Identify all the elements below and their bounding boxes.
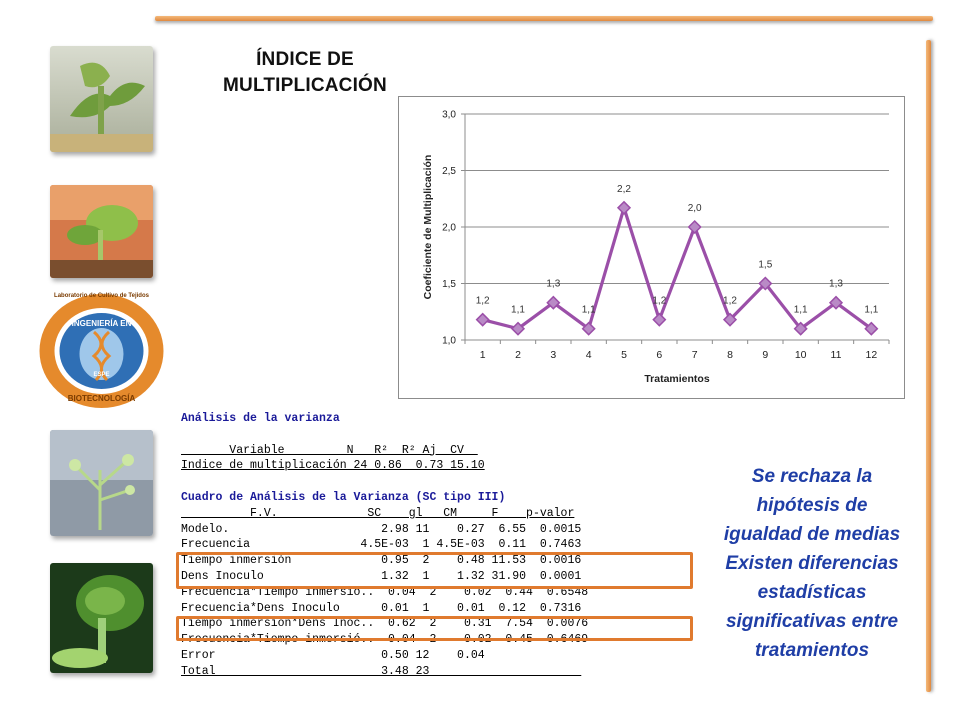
data-point — [828, 295, 844, 310]
data-label: 2,0 — [688, 203, 702, 214]
anova-table1-row: Indice de multiplicación 24 0.86 0.73 15… — [181, 459, 485, 473]
data-point — [652, 312, 667, 327]
logo-text-small: ESPE — [93, 372, 110, 378]
chart-svg: 1,01,52,02,53,01 2 3 4 5 6 7 8 9 10 11 12Tratamient… — [422, 110, 890, 385]
y-axis-title: Coeficiente de Multiplicación — [422, 155, 434, 300]
data-point — [581, 321, 596, 336]
anova-row-modelo: Modelo. 2.98 11 0.27 6.55 0.0015 — [181, 522, 582, 536]
x-axis-title: Tratamientos — [644, 373, 710, 385]
y-tick-label: 1,5 — [442, 279, 456, 290]
right-accent-rule — [926, 40, 931, 692]
anova-row-tiempo-inmersion: Tiempo inmersión 0.95 2 0.48 11.53 0.001… — [181, 554, 582, 568]
data-point — [616, 200, 632, 215]
anova-row-dens-inoculo: Dens Inoculo 1.32 1 1.32 31.90 0.0001 — [181, 569, 582, 583]
x-tick-label: 4 — [586, 349, 592, 361]
data-point — [793, 321, 808, 336]
x-tick-label: 2 — [515, 349, 521, 361]
page-title: ÍNDICE DE MULTIPLICACIÓN — [205, 47, 405, 99]
logo-text-mid: INGENIERÍA EN — [71, 319, 132, 328]
logo-text-bottom: BIOTECNOLOGÍA — [67, 394, 136, 403]
logo-text-top: Laboratorio de Cultivo de Tejidos — [54, 293, 149, 299]
x-tick-label: 3 — [550, 349, 556, 361]
plant-photo-2 — [50, 185, 153, 278]
y-tick-label: 1,0 — [442, 336, 456, 347]
anova-row-error: Error 0.50 12 0.04 — [181, 648, 582, 662]
x-tick-label: 9 — [762, 349, 768, 361]
data-label: 1,3 — [829, 279, 843, 290]
y-tick-label: 2,5 — [442, 166, 456, 177]
x-tick-label: 7 — [692, 349, 698, 361]
data-label: 1,1 — [864, 305, 878, 316]
y-tick-label: 3,0 — [442, 110, 456, 121]
conclusion-line: igualdad de medias — [723, 524, 901, 545]
x-tick-label: 6 — [656, 349, 662, 361]
conclusion-line: significativas entre — [725, 611, 899, 632]
series-line — [482, 206, 873, 331]
anova-row-tiempo-dens: Tiempo inmersión*Dens Inoc.. 0.62 2 0.31… — [181, 617, 589, 631]
anova-row-frec-tiempo: Frecuencia*Tiempo inmersió.. 0.04 2 0.02… — [181, 585, 589, 599]
plant-photo-4 — [50, 563, 153, 673]
conclusion-text: Se rechaza la hipótesis de igualdad de m… — [706, 462, 918, 665]
anova-row-frec-tiempo-2: Frecuencia*Tiempo inmersió.. 0.04 2 0.02… — [181, 633, 589, 647]
data-label: 1,2 — [723, 296, 737, 307]
anova-title: Análisis de la varianza — [181, 412, 340, 425]
data-label: 1,1 — [511, 305, 525, 316]
conclusion-line: hipótesis de — [756, 495, 868, 516]
y-tick-label: 2,0 — [442, 223, 456, 234]
x-tick-label: 8 — [727, 349, 733, 361]
anova-row-frec-dens: Frecuencia*Dens Inoculo 0.01 1 0.01 0.12… — [181, 601, 582, 615]
anova-table2-header: F.V. SC gl CM F p-valor — [181, 506, 575, 520]
plant-photo-3 — [50, 430, 153, 536]
data-label: 2,2 — [617, 184, 631, 195]
data-label: 1,1 — [582, 305, 596, 316]
x-tick-label: 1 — [480, 349, 486, 361]
data-point — [510, 321, 526, 336]
data-label: 1,1 — [794, 305, 808, 316]
anova-row-frecuencia: Frecuencia 4.5E-03 1 4.5E-03 0.11 0.7463 — [181, 538, 582, 552]
plant-photo-1 — [50, 46, 153, 152]
x-tick-label: 10 — [795, 349, 807, 361]
data-label: 1,2 — [476, 296, 490, 307]
data-point — [475, 312, 490, 327]
data-label: 1,5 — [758, 260, 772, 271]
anova-output: Análisis de la varianza Variable N R² R²… — [181, 411, 701, 680]
x-tick-label: 5 — [621, 349, 627, 361]
data-point — [546, 295, 561, 310]
data-point — [687, 219, 702, 235]
anova-table2-title: Cuadro de Análisis de la Varianza (SC ti… — [181, 490, 506, 504]
lab-logo: Laboratorio de Cultivo de Tejidos INGENI… — [38, 292, 165, 410]
anova-row-total: Total 3.48 23 — [181, 664, 582, 678]
multiplication-index-chart: 1,0 1,5 2,0 2,5 3,0 1 2 3 4 5 6 7 8 9 10 11 12 Tratamient… — [398, 96, 905, 399]
x-tick-label: 11 — [831, 349, 842, 361]
data-point — [758, 276, 773, 291]
conclusion-line: estadísticas — [757, 582, 867, 603]
conclusion-line: tratamientos — [754, 640, 870, 661]
data-label: 1,2 — [652, 296, 666, 307]
conclusion-line: Existen diferencias — [725, 553, 899, 574]
x-tick-label: 12 — [865, 349, 877, 361]
data-point — [864, 321, 879, 336]
data-label: 1,3 — [546, 279, 560, 290]
data-point — [722, 312, 738, 327]
page-title-line1: ÍNDICE DE — [256, 49, 354, 70]
anova-table1-header: Variable N R² R² Aj CV — [181, 443, 478, 457]
page-title-line2: MULTIPLICACIÓN — [223, 75, 387, 96]
top-accent-rule — [155, 16, 933, 21]
conclusion-line: Se rechaza la — [751, 466, 873, 487]
